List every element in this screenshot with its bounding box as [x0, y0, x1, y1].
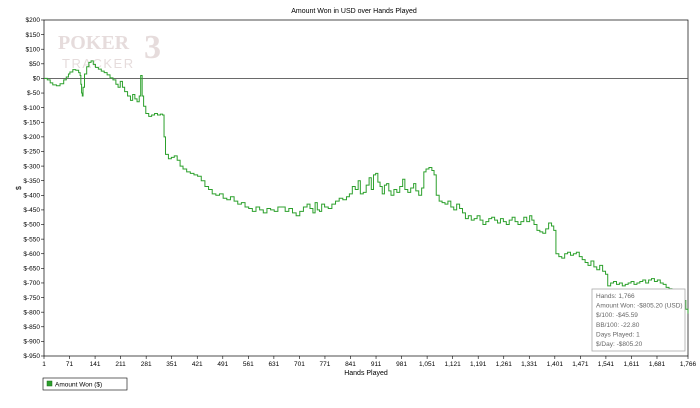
legend: Amount Won ($) [42, 377, 128, 391]
tooltip-line: Amount Won: -$805.20 (USD) [596, 303, 683, 310]
chart-title: Amount Won in USD over Hands Played [291, 8, 417, 15]
legend-box [42, 377, 128, 391]
y-tick-label: $-650 [23, 266, 40, 273]
x-tick-label: 561 [243, 361, 254, 368]
x-tick-label: 351 [166, 361, 177, 368]
plot-frame [43, 19, 689, 357]
x-tick-label: 1,121 [445, 361, 462, 368]
y-tick-label: $-300 [23, 163, 40, 170]
y-axis: $200 $150 $100 $50 $0 $-50 $-100 $-150 $-200 $-25… [23, 17, 44, 360]
x-tick-label: 1,261 [496, 361, 513, 368]
y-tick-label: $150 [26, 32, 41, 39]
tooltip-line: $/Day: -$805.20 [596, 341, 643, 348]
tooltip: Hands: 1,766 Amount Won: -$805.20 (USD) $/… [591, 288, 686, 352]
x-tick-label: 1,191 [470, 361, 487, 368]
legend-swatch [46, 380, 53, 387]
legend-label: Amount Won ($) [55, 382, 102, 389]
x-tick-label: 1,541 [598, 361, 615, 368]
x-tick-label: 1,331 [521, 361, 538, 368]
x-tick-label: 71 [66, 361, 74, 368]
watermark-line1: POKER [58, 32, 130, 54]
y-tick-label: $-250 [23, 149, 40, 156]
x-tick-label: 1,471 [572, 361, 589, 368]
x-tick-label: 701 [294, 361, 305, 368]
x-tick-label: 421 [192, 361, 203, 368]
x-axis-title: Hands Played [344, 370, 388, 377]
x-tick-label: 491 [217, 361, 228, 368]
y-tick-label: $100 [26, 46, 41, 53]
y-tick-label: $-50 [27, 90, 40, 97]
tooltip-line: BB/100: -22.80 [596, 322, 640, 329]
y-tick-label: $-750 [23, 295, 40, 302]
x-tick-label: 211 [115, 361, 126, 368]
y-tick-label: $-450 [23, 207, 40, 214]
y-tick-label: $-200 [23, 134, 40, 141]
y-tick-label: $50 [29, 61, 40, 68]
y-tick-label: $-350 [23, 178, 40, 185]
x-tick-label: 631 [268, 361, 279, 368]
watermark-line2: TRACKER [62, 56, 135, 71]
x-tick-label: 1,051 [419, 361, 436, 368]
y-tick-label: $-550 [23, 236, 40, 243]
x-tick-label: 771 [320, 361, 331, 368]
y-tick-label: $-400 [23, 193, 40, 200]
x-axis: 1 71 141 211 281 351 421 491 561 631 701 771 841 911 9… [42, 356, 697, 368]
y-tick-label: $0 [33, 76, 41, 83]
tooltip-line: Hands: 1,766 [596, 293, 635, 300]
y-tick-label: $-700 [23, 280, 40, 287]
watermark-logo: POKER TRACKER 3 [58, 29, 161, 71]
y-tick-label: $-100 [23, 105, 40, 112]
x-tick-label: 1,766 [680, 361, 697, 368]
y-tick-label: $-900 [23, 339, 40, 346]
x-tick-label: 1,681 [649, 361, 666, 368]
y-tick-label: $-850 [23, 324, 40, 331]
x-tick-label: 141 [90, 361, 101, 368]
tooltip-line: Days Played: 1 [596, 331, 640, 338]
x-tick-label: 1,401 [547, 361, 564, 368]
y-tick-label: $200 [26, 17, 41, 24]
y-tick-label: $-950 [23, 353, 40, 360]
x-tick-label: 841 [345, 361, 356, 368]
y-tick-label: $-800 [23, 309, 40, 316]
tooltip-line: $/100: -$45.59 [596, 312, 638, 319]
series-line-amount-won[interactable] [44, 60, 689, 314]
x-tick-label: 911 [371, 361, 382, 368]
x-tick-label: 1 [42, 361, 46, 368]
tooltip-box [591, 288, 686, 352]
y-tick-label: $-150 [23, 119, 40, 126]
watermark-mark: 3 [144, 29, 161, 66]
y-axis-title: $ [16, 186, 23, 190]
x-tick-label: 281 [141, 361, 152, 368]
x-tick-label: 1,611 [624, 361, 640, 368]
x-tick-label: 981 [396, 361, 407, 368]
y-tick-label: $-500 [23, 222, 40, 229]
y-tick-label: $-600 [23, 251, 40, 258]
